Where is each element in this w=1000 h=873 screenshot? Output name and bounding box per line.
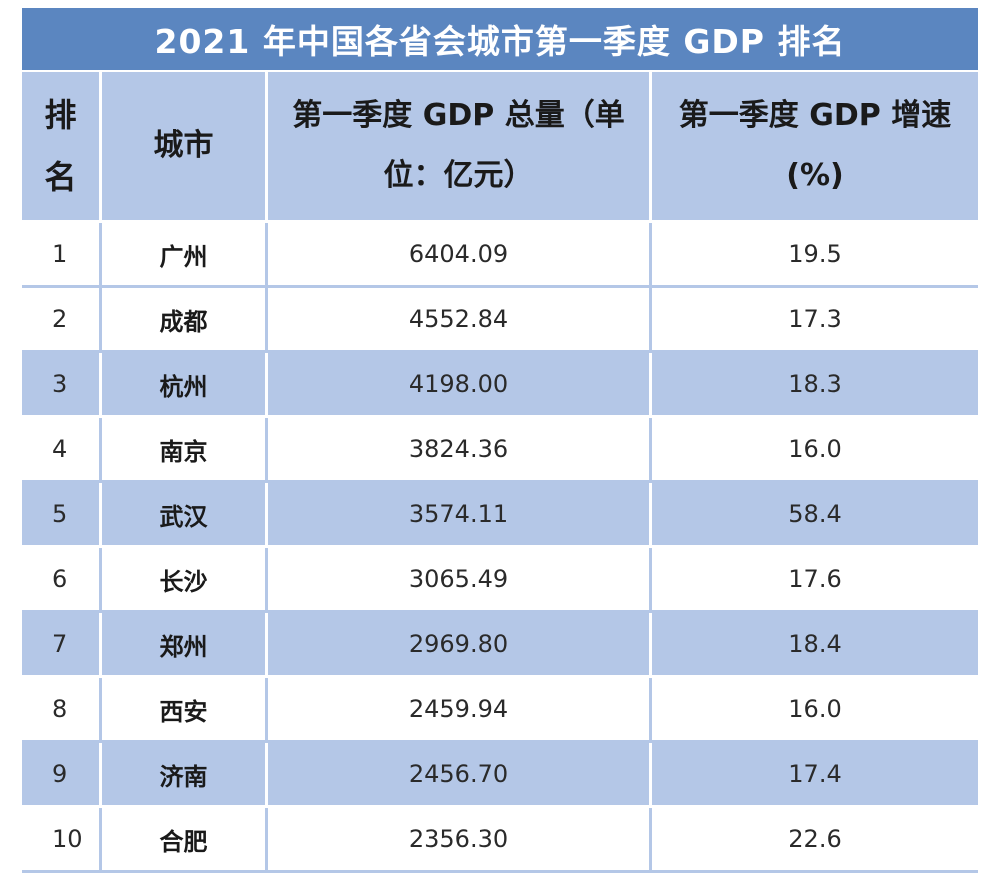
city-cell: 杭州 — [102, 353, 268, 418]
table-title: 2021 年中国各省会城市第一季度 GDP 排名 — [22, 8, 978, 70]
city-cell: 郑州 — [102, 613, 268, 678]
table-row: 2 成都 4552.84 17.3 — [22, 288, 978, 353]
rate-cell: 58.4 — [652, 483, 978, 548]
city-cell: 济南 — [102, 743, 268, 808]
rate-cell: 17.4 — [652, 743, 978, 808]
header-rank-line1: 排 — [44, 96, 77, 134]
table-row: 6 长沙 3065.49 17.6 — [22, 548, 978, 613]
rank-cell: 4 — [22, 418, 102, 483]
header-gdp-line2: 位：亿元） — [383, 158, 534, 193]
header-rate-line1: 第一季度 GDP 增速 — [678, 98, 952, 133]
gdp-cell: 2356.30 — [268, 808, 652, 873]
gdp-cell: 3065.49 — [268, 548, 652, 613]
rank-cell: 6 — [22, 548, 102, 613]
city-cell: 武汉 — [102, 483, 268, 548]
city-cell: 合肥 — [102, 808, 268, 873]
gdp-cell: 2459.94 — [268, 678, 652, 743]
header-row: 排 名 城市 第一季度 GDP 总量（单 位：亿元） 第一季度 GDP 增速 (… — [22, 72, 978, 223]
gdp-cell: 2456.70 — [268, 743, 652, 808]
header-rank-line2: 名 — [44, 158, 77, 196]
table-document: 2021 年中国各省会城市第一季度 GDP 排名 排 名 城市 第一季度 GDP… — [22, 0, 978, 873]
city-cell: 广州 — [102, 223, 268, 288]
table-row: 1 广州 6404.09 19.5 — [22, 223, 978, 288]
gdp-ranking-table: 排 名 城市 第一季度 GDP 总量（单 位：亿元） 第一季度 GDP 增速 (… — [22, 72, 978, 873]
gdp-cell: 3824.36 — [268, 418, 652, 483]
header-rate: 第一季度 GDP 增速 (%) — [652, 72, 978, 223]
rate-cell: 19.5 — [652, 223, 978, 288]
table-row: 5 武汉 3574.11 58.4 — [22, 483, 978, 548]
city-cell: 南京 — [102, 418, 268, 483]
table-row: 7 郑州 2969.80 18.4 — [22, 613, 978, 678]
header-city-label: 城市 — [153, 128, 214, 163]
rank-cell: 9 — [22, 743, 102, 808]
table-row: 3 杭州 4198.00 18.3 — [22, 353, 978, 418]
gdp-cell: 4198.00 — [268, 353, 652, 418]
rank-cell: 5 — [22, 483, 102, 548]
city-cell: 长沙 — [102, 548, 268, 613]
table-row: 8 西安 2459.94 16.0 — [22, 678, 978, 743]
gdp-cell: 6404.09 — [268, 223, 652, 288]
rank-cell: 7 — [22, 613, 102, 678]
city-cell: 成都 — [102, 288, 268, 353]
gdp-cell: 3574.11 — [268, 483, 652, 548]
header-gdp-line1: 第一季度 GDP 总量（单 — [292, 98, 625, 133]
header-gdp: 第一季度 GDP 总量（单 位：亿元） — [268, 72, 652, 223]
table-row: 10 合肥 2356.30 22.6 — [22, 808, 978, 873]
header-city: 城市 — [102, 72, 268, 223]
header-rate-line2: (%) — [786, 158, 844, 193]
rate-cell: 18.4 — [652, 613, 978, 678]
rank-cell: 8 — [22, 678, 102, 743]
table-row: 4 南京 3824.36 16.0 — [22, 418, 978, 483]
gdp-cell: 4552.84 — [268, 288, 652, 353]
rate-cell: 16.0 — [652, 678, 978, 743]
rank-cell: 2 — [22, 288, 102, 353]
rate-cell: 17.6 — [652, 548, 978, 613]
header-rank: 排 名 — [22, 72, 102, 223]
rank-cell: 3 — [22, 353, 102, 418]
table-row: 9 济南 2456.70 17.4 — [22, 743, 978, 808]
rate-cell: 18.3 — [652, 353, 978, 418]
table-title-text: 2021 年中国各省会城市第一季度 GDP 排名 — [154, 22, 846, 61]
rank-cell: 1 — [22, 223, 102, 288]
rate-cell: 22.6 — [652, 808, 978, 873]
rank-cell: 10 — [22, 808, 102, 873]
rate-cell: 16.0 — [652, 418, 978, 483]
city-cell: 西安 — [102, 678, 268, 743]
rate-cell: 17.3 — [652, 288, 978, 353]
gdp-cell: 2969.80 — [268, 613, 652, 678]
